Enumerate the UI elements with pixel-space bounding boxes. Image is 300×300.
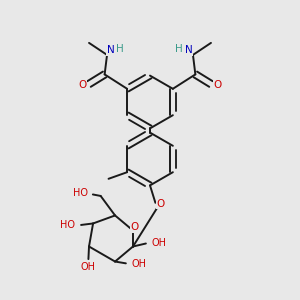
Text: N: N — [185, 45, 193, 55]
Text: HO: HO — [60, 220, 75, 230]
Text: HO: HO — [73, 188, 88, 198]
Text: O: O — [213, 80, 222, 90]
Text: N: N — [107, 45, 115, 55]
Text: H: H — [175, 44, 183, 54]
Text: H: H — [116, 44, 124, 54]
Text: OH: OH — [151, 238, 166, 248]
Text: OH: OH — [81, 262, 96, 272]
Text: OH: OH — [132, 259, 147, 269]
Text: O: O — [131, 223, 139, 232]
Text: O: O — [78, 80, 87, 90]
Text: O: O — [157, 199, 165, 209]
